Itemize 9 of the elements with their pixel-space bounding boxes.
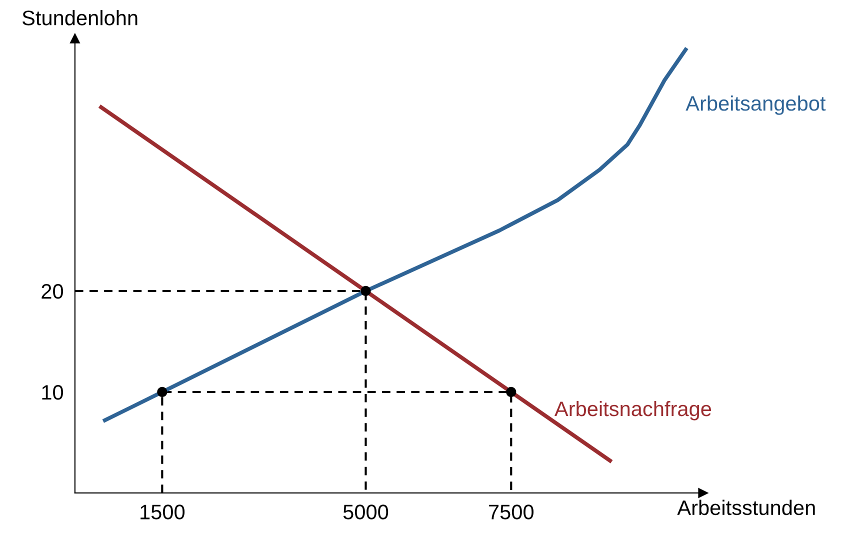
y-axis-title: Stundenlohn: [22, 10, 138, 26]
x-tick-label: 5000: [343, 504, 388, 520]
series-label: Arbeitsangebot: [686, 96, 826, 115]
y-tick-label: 10: [42, 385, 64, 400]
x-tick-label: 7500: [489, 504, 534, 520]
x-axis-title: Arbeitsstunden: [677, 500, 815, 516]
series-label: Arbeitsnachfrage: [554, 400, 712, 420]
x-tick-label: 1500: [140, 504, 185, 520]
y-tick-label: 20: [42, 284, 64, 299]
